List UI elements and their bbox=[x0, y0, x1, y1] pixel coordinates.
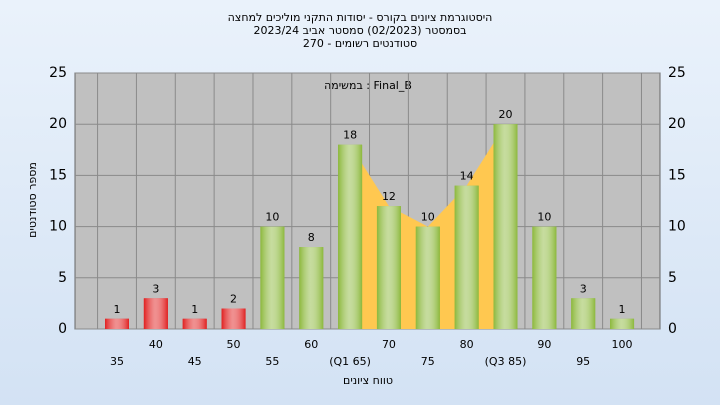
y2-tick-label: 20 bbox=[668, 116, 686, 132]
y-tick-label: 25 bbox=[49, 65, 67, 81]
x-tick-label: 35 bbox=[110, 355, 124, 368]
x-axis-label: טווח ציונים bbox=[343, 374, 393, 387]
bar-shine bbox=[493, 124, 518, 329]
value-label: 10 bbox=[537, 211, 551, 224]
y-tick-label: 5 bbox=[58, 270, 67, 286]
bar-shine bbox=[376, 206, 401, 329]
x-tick-label: 70 bbox=[382, 338, 396, 351]
y-tick-label: 10 bbox=[49, 219, 67, 235]
x-tick-label: 100 bbox=[612, 338, 633, 351]
bar-shine bbox=[221, 308, 246, 329]
value-label: 20 bbox=[499, 108, 513, 121]
value-label: 2 bbox=[230, 293, 237, 306]
bar-shine bbox=[338, 144, 363, 329]
x-tick-label: 95 bbox=[576, 355, 590, 368]
chart-title: היסטוגרמת ציונים בקורס - יסודות התקני מו… bbox=[228, 11, 493, 24]
bar-shine bbox=[105, 318, 129, 329]
value-label: 18 bbox=[343, 129, 357, 142]
value-label: 3 bbox=[152, 282, 159, 295]
value-label: 3 bbox=[580, 282, 587, 295]
y2-tick-label: 0 bbox=[668, 321, 677, 337]
x-tick-label: 90 bbox=[537, 338, 551, 351]
x-tick-label: 75 bbox=[421, 355, 435, 368]
bar-shine bbox=[260, 226, 285, 329]
y2-tick-label: 15 bbox=[668, 167, 686, 183]
value-label: 10 bbox=[421, 211, 435, 224]
x-tick-label: 55 bbox=[265, 355, 279, 368]
bar-shine bbox=[182, 318, 207, 329]
value-label: 10 bbox=[265, 211, 279, 224]
value-label: 12 bbox=[382, 190, 396, 203]
bar-shine bbox=[454, 185, 479, 329]
y-tick-label: 0 bbox=[58, 321, 67, 337]
y2-tick-label: 10 bbox=[668, 219, 686, 235]
value-label: 1 bbox=[191, 303, 198, 316]
x-tick-label: 40 bbox=[149, 338, 163, 351]
chart-subtitle: סטודנטים רשומים - 270 bbox=[303, 37, 417, 50]
x-tick-label: 80 bbox=[460, 338, 474, 351]
y-axis-label: מספר סטודנטים bbox=[26, 162, 39, 238]
chart-subtitle: בסמסטר (02/2023) סמסטר אביב 2023/24 bbox=[253, 24, 466, 37]
annotation: במשימה : Final_B bbox=[324, 79, 412, 92]
y2-tick-label: 5 bbox=[668, 270, 677, 286]
bar-shine bbox=[415, 226, 440, 329]
bar-shine bbox=[143, 298, 168, 329]
value-label: 14 bbox=[460, 170, 474, 183]
x-tick-label: 45 bbox=[188, 355, 202, 368]
bar-shine bbox=[532, 226, 557, 329]
y-tick-label: 20 bbox=[49, 116, 67, 132]
x-tick-label: 50 bbox=[227, 338, 241, 351]
x-tick-label: (Q3 85) bbox=[485, 355, 527, 368]
y2-tick-label: 25 bbox=[668, 65, 686, 81]
x-tick-label: (Q1 65) bbox=[329, 355, 371, 368]
value-label: 1 bbox=[619, 303, 626, 316]
value-label: 1 bbox=[114, 303, 121, 316]
bar-shine bbox=[610, 318, 635, 329]
bar-shine bbox=[571, 298, 596, 329]
x-tick-label: 60 bbox=[304, 338, 318, 351]
bar-shine bbox=[299, 247, 324, 329]
y-tick-label: 15 bbox=[49, 167, 67, 183]
value-label: 8 bbox=[308, 231, 315, 244]
